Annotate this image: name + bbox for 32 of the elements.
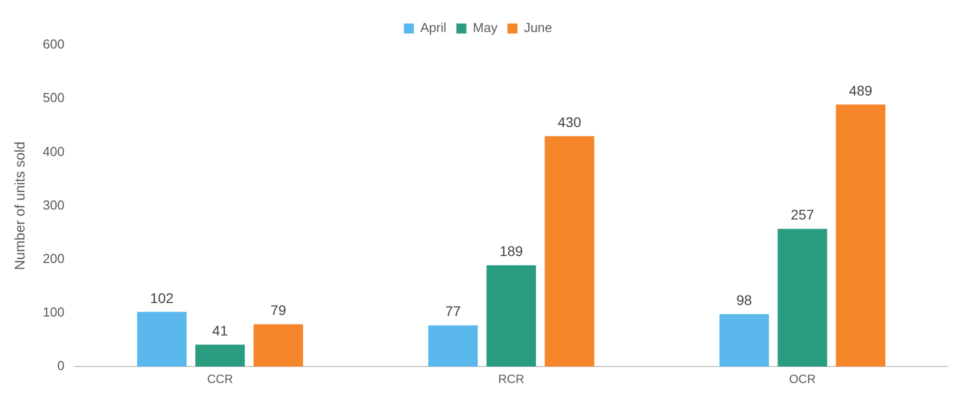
data-label: 98 [736, 292, 752, 308]
bar [486, 265, 536, 367]
y-tick-label: 100 [42, 304, 64, 320]
data-label: 77 [445, 303, 462, 320]
data-label: 102 [150, 290, 174, 306]
y-tick-label: 600 [42, 36, 64, 52]
legend-label: May [472, 20, 498, 36]
legend-label: April [420, 20, 446, 36]
bar [544, 136, 594, 367]
bar [254, 324, 304, 367]
data-label: 257 [790, 206, 814, 223]
bar [195, 344, 245, 367]
x-tick-label: OCR [789, 372, 816, 386]
y-tick-label: 0 [57, 358, 64, 374]
data-label: 489 [848, 82, 873, 98]
y-axis-title: Number of units sold [11, 142, 28, 270]
data-label: 79 [270, 302, 286, 318]
bar [778, 228, 828, 367]
data-label: 41 [212, 322, 228, 338]
bar [719, 314, 769, 367]
y-tick-label: 300 [42, 197, 64, 212]
data-label: 189 [500, 243, 524, 260]
legend-label: June [524, 20, 552, 36]
data-label: 430 [558, 114, 582, 130]
x-tick-label: RCR [498, 372, 525, 386]
bar [137, 312, 187, 367]
y-tick-label: 200 [42, 250, 64, 266]
bar [428, 325, 478, 367]
y-tick-label: 400 [42, 144, 64, 159]
y-tick-label: 500 [42, 90, 64, 106]
x-tick-label: CCR [207, 372, 234, 386]
bar [836, 104, 886, 367]
